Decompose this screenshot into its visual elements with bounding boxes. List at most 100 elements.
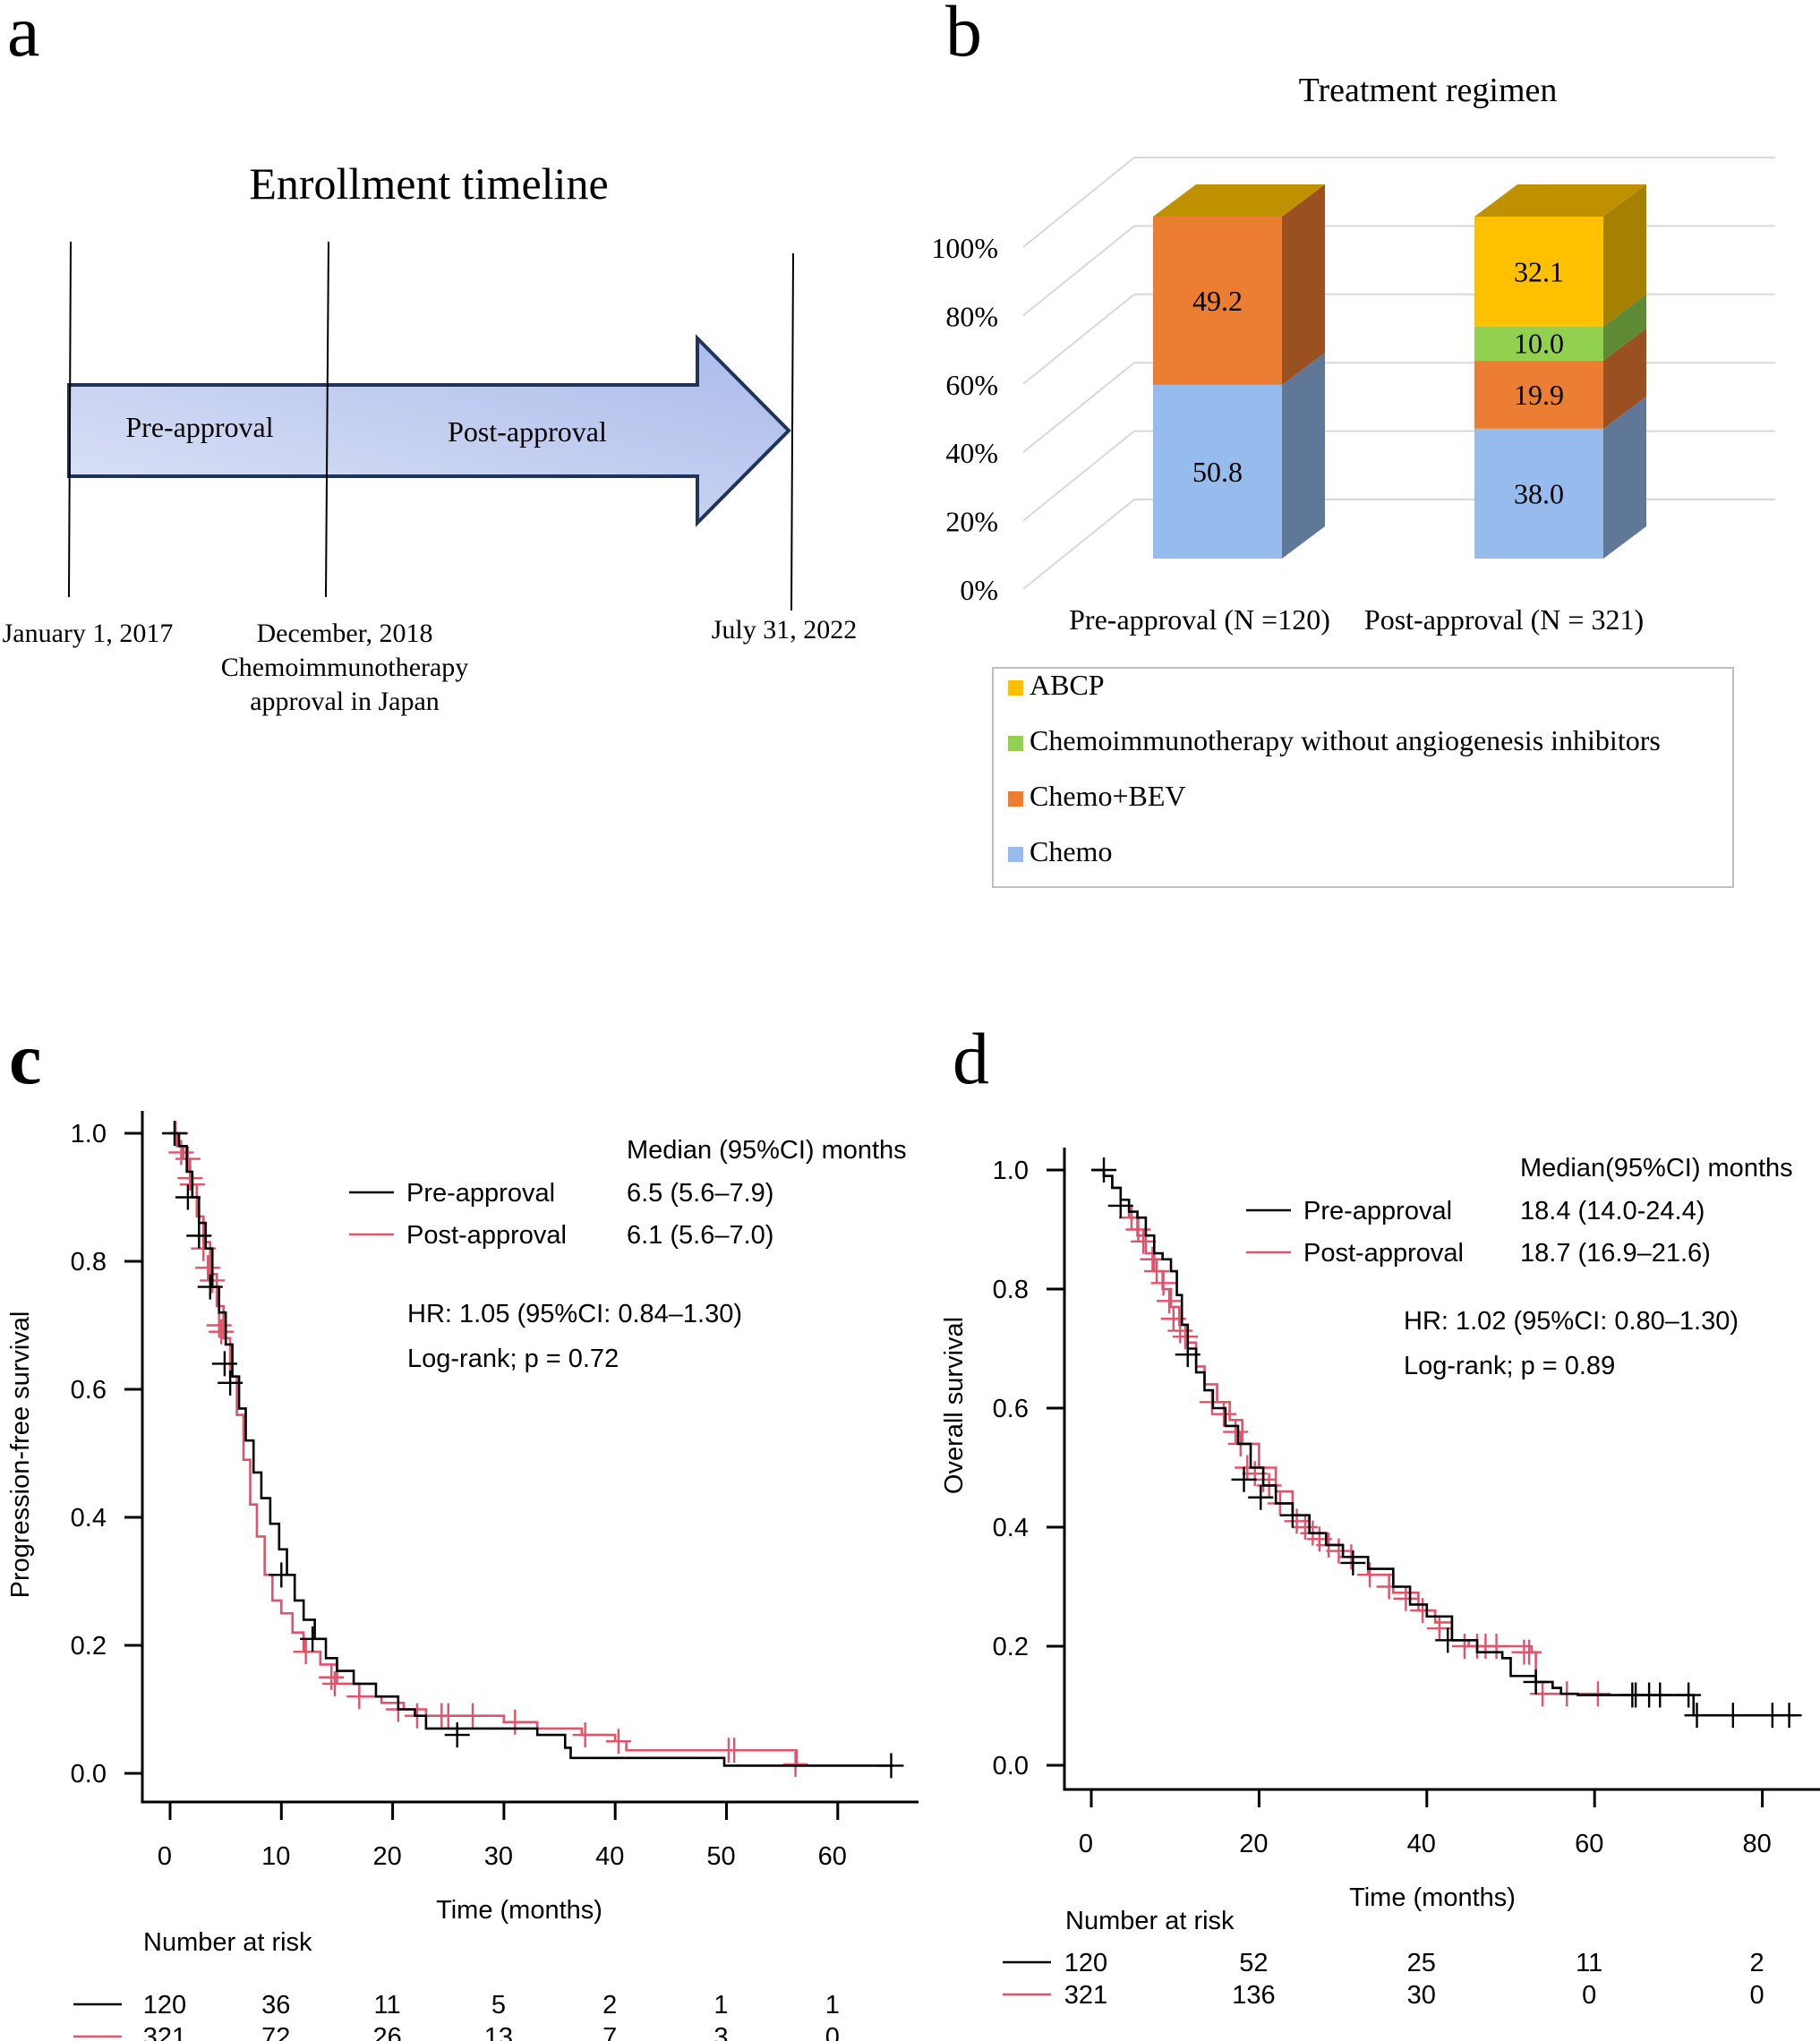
- censor-mark: [1676, 1682, 1702, 1708]
- censor-mark: [161, 1121, 187, 1146]
- x-axis-title: Time (months): [1349, 1883, 1516, 1912]
- legend-label: Pre-approval: [406, 1179, 555, 1208]
- bar-value-label: 32.1: [1514, 255, 1564, 287]
- censor-mark: [319, 1664, 345, 1690]
- censor-mark: [1172, 1324, 1198, 1350]
- panel-b: b Treatment regimen 0% 20% 40% 60% 80% 100% 5…: [931, 0, 1775, 888]
- risk-count: 2: [1750, 1949, 1764, 1977]
- x-tick-label: 60: [1575, 1830, 1603, 1858]
- panel-label-d: d: [953, 1018, 989, 1099]
- bar-segment-cit: [1474, 326, 1603, 361]
- censor-mark: [218, 1370, 244, 1396]
- x-tick-label: 30: [484, 1842, 513, 1871]
- censor-mark: [1585, 1681, 1611, 1707]
- bar-top: [1474, 184, 1646, 217]
- risk-table-title: Number at risk: [1065, 1907, 1235, 1935]
- gridline-diagonal: [1022, 225, 1135, 317]
- censor-mark: [206, 1312, 232, 1338]
- x-tick-label: 40: [1407, 1830, 1436, 1858]
- y-axis-ticks: 0% 20% 40% 60% 80% 100%: [931, 232, 998, 606]
- censor-mark: [1231, 1466, 1257, 1492]
- censor-mark: [211, 1351, 237, 1377]
- censor-mark: [444, 1722, 470, 1748]
- censor-mark: [1223, 1419, 1249, 1445]
- censor-mark: [1157, 1288, 1183, 1314]
- legend-box: [992, 667, 1734, 888]
- risk-table-title: Number at risk: [143, 1928, 312, 1957]
- bar-value-label: 38.0: [1514, 477, 1564, 509]
- risk-count: 52: [1239, 1949, 1268, 1977]
- median-value: 18.7 (16.9–21.6): [1520, 1239, 1711, 1268]
- risk-count: 0: [1582, 1981, 1596, 2010]
- censor-mark: [1091, 1157, 1117, 1183]
- panel-label-a: a: [7, 0, 39, 72]
- y-tick-label: 0.4: [993, 1514, 1029, 1542]
- risk-count: 0: [1750, 1981, 1764, 2010]
- censor-mark: [878, 1753, 904, 1779]
- gridline-diagonal: [1022, 362, 1135, 453]
- y-tick-label: 40%: [945, 437, 998, 469]
- bar-segment-chemo: [1153, 384, 1282, 559]
- y-tick-label: 20%: [945, 506, 998, 538]
- legend-swatch-chemo_bev: [1008, 791, 1023, 807]
- gridline-diagonal: [1022, 430, 1135, 522]
- y-tick-label: 0.8: [993, 1276, 1029, 1304]
- bar-side-chemo: [1603, 396, 1646, 559]
- x-axis-categories: Pre-approval (N =120) Post-approval (N = …: [1069, 603, 1644, 636]
- km-curve-pre-approval: [1091, 1168, 1797, 1717]
- censor-mark: [197, 1274, 223, 1300]
- censor-mark: [209, 1319, 235, 1345]
- risk-count: 1: [713, 1991, 728, 2020]
- risk-count: 1: [825, 1991, 840, 2020]
- censor-mark: [321, 1670, 347, 1696]
- bar-side-cit: [1603, 294, 1646, 361]
- panel-label-b: b: [945, 0, 982, 72]
- censor-mark: [1125, 1217, 1151, 1243]
- censor-mark: [1140, 1246, 1166, 1272]
- censor-mark: [1248, 1484, 1274, 1510]
- segment-post-approval: Post-approval: [448, 415, 607, 448]
- censor-mark: [1435, 1627, 1461, 1653]
- timeline-title: Enrollment timeline: [249, 158, 608, 209]
- gridline-diagonal: [1022, 499, 1135, 590]
- bar-top: [1153, 184, 1325, 217]
- censor-mark: [1326, 1538, 1352, 1564]
- legend-label: Post-approval: [1303, 1239, 1464, 1268]
- censor-mark: [605, 1729, 631, 1755]
- milestone-approval-sub2: approval in Japan: [250, 687, 440, 716]
- hazard-ratio: HR: 1.02 (95%CI: 0.80–1.30): [1404, 1307, 1739, 1336]
- bar-side-chemo_bev: [1603, 328, 1646, 429]
- legend-swatch-abcp: [1008, 680, 1023, 696]
- censor-mark: [782, 1751, 808, 1777]
- milestone-line-start: [68, 241, 72, 598]
- risk-count: 13: [484, 2023, 513, 2041]
- legend-item-chemo: Chemo: [1030, 835, 1112, 867]
- legend-label: Post-approval: [406, 1221, 567, 1250]
- censor-mark: [300, 1626, 326, 1652]
- censor-mark: [1279, 1502, 1305, 1528]
- legend-swatch-chemo: [1008, 847, 1023, 862]
- x-tick-label: 80: [1742, 1830, 1771, 1858]
- hazard-ratio: HR: 1.05 (95%CI: 0.84–1.30): [407, 1300, 742, 1328]
- gridline-diagonal: [1022, 294, 1135, 385]
- x-tick-label: 10: [261, 1842, 290, 1871]
- legend: ABCP Chemoimmunotherapy without angiogene…: [1008, 669, 1661, 867]
- chart-title: Treatment regimen: [1299, 72, 1558, 109]
- x-tick-label: 20: [372, 1842, 401, 1871]
- gridlines: [1022, 157, 1775, 590]
- y-tick-label: 0.2: [993, 1633, 1029, 1661]
- censor-mark: [175, 1184, 201, 1210]
- median-value: 18.4 (14.0-24.4): [1520, 1197, 1705, 1225]
- censor-mark: [177, 1166, 203, 1191]
- censor-mark: [1517, 1639, 1542, 1665]
- panel-label-c: c: [9, 1018, 41, 1099]
- bars: 50.8 49.2 38.0 19.9 10.0 32.1: [1153, 184, 1646, 559]
- censor-mark: [195, 1255, 221, 1281]
- bar-segment-chemo_bev: [1153, 217, 1282, 385]
- gridline-diagonal: [1022, 157, 1135, 248]
- censor-mark: [346, 1684, 372, 1710]
- y-tick-label: 0.6: [993, 1395, 1029, 1423]
